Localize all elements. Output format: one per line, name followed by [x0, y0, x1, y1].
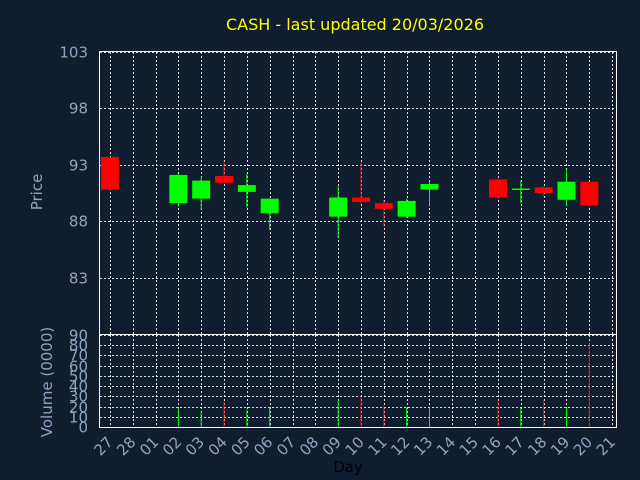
- candle-body: [260, 198, 279, 214]
- candle-body: [215, 176, 234, 183]
- candle-body: [329, 197, 348, 217]
- price-tick-labels: 103 98 93 88 83: [59, 44, 88, 288]
- candles: [101, 156, 599, 239]
- volume-grid: [100, 335, 616, 428]
- price-tick-label: 93: [69, 157, 88, 175]
- candle-body: [192, 180, 211, 199]
- price-tick-label: 98: [69, 100, 88, 118]
- volume-tick-label: 90: [69, 327, 88, 345]
- volume-panel-frame: [99, 334, 617, 428]
- x-tick-labels: 2728010203040506070809101112131415161718…: [90, 433, 619, 459]
- volume-tick-label: 80: [69, 337, 88, 355]
- candle-body: [374, 203, 393, 209]
- candle-body: [488, 179, 507, 198]
- volume-bars: [177, 343, 590, 427]
- candle-body: [580, 181, 599, 206]
- volume-tick-label: 0: [78, 419, 88, 437]
- candle-body: [169, 174, 188, 204]
- x-axis-label: Day: [333, 458, 363, 476]
- chart-title: CASH - last updated 20/03/2026: [226, 15, 484, 34]
- volume-tick-label: 30: [69, 388, 88, 406]
- candle-body: [101, 156, 119, 190]
- candle-body: [511, 188, 530, 190]
- price-axis-label: Price: [28, 174, 46, 211]
- volume-tick-label: 40: [69, 378, 88, 396]
- candle-body: [534, 187, 553, 193]
- candle-body: [397, 200, 416, 217]
- price-tick-label: 88: [69, 213, 88, 231]
- volume-axis-label: Volume (0000): [38, 327, 56, 437]
- candle-body: [237, 185, 256, 192]
- candle-body: [352, 197, 370, 203]
- price-tick-label: 103: [59, 44, 88, 62]
- candle-body: [557, 181, 576, 200]
- volume-tick-label: 20: [69, 399, 88, 417]
- candle-body: [420, 183, 439, 190]
- volume-tick-label: 60: [69, 358, 88, 376]
- volume-tick-label: 50: [69, 368, 88, 386]
- volume-tick-label: 10: [69, 409, 88, 427]
- x-tick-label: 21: [593, 433, 619, 459]
- volume-tick-label: 70: [69, 347, 88, 365]
- price-tick-label: 83: [69, 270, 88, 288]
